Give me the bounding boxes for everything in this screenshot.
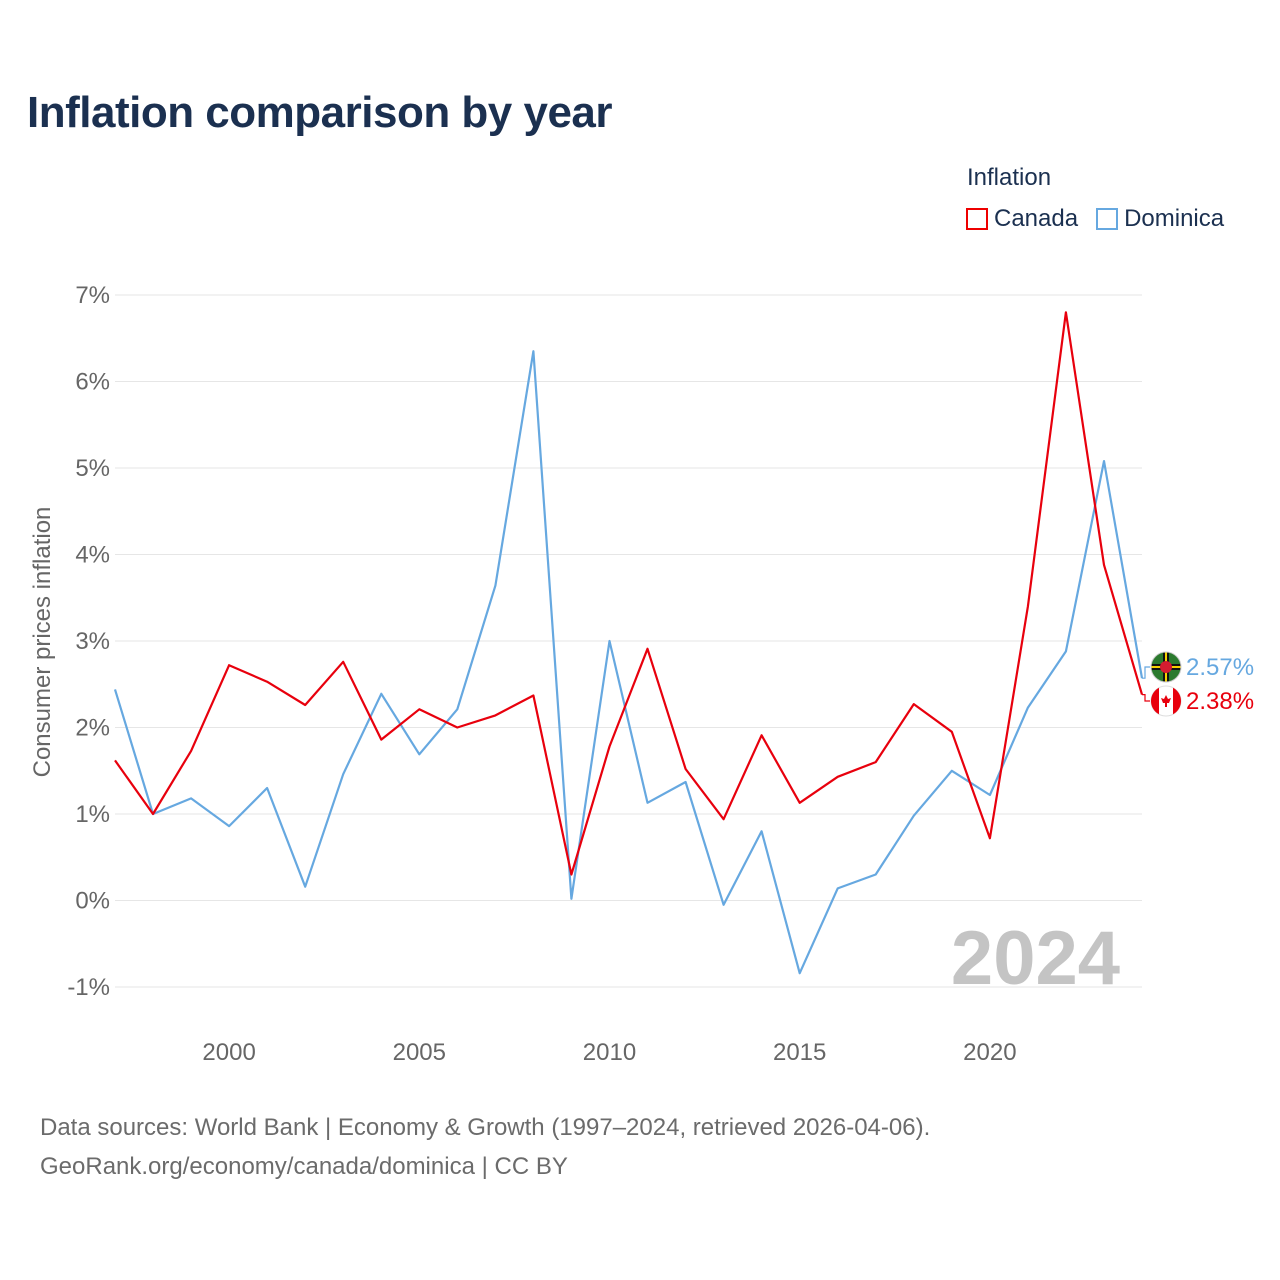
y-tick-label: 2% bbox=[75, 715, 110, 742]
legend-item-dominica[interactable]: Dominica bbox=[1096, 205, 1224, 233]
y-tick-label: 5% bbox=[75, 455, 110, 482]
series-lines bbox=[113, 311, 1144, 975]
end-connector-dominica bbox=[1142, 666, 1150, 679]
y-tick-label: 6% bbox=[75, 369, 110, 396]
y-tick-labels: -1% 0% 1% 2% 3% 4% 5% 6% 7% bbox=[67, 282, 110, 1001]
x-tick-label: 2015 bbox=[773, 1039, 826, 1066]
x-tick-label: 2010 bbox=[583, 1039, 636, 1066]
end-label-dominica: 2.57% bbox=[1186, 654, 1254, 681]
source-line-1: Data sources: World Bank | Economy & Gro… bbox=[40, 1114, 931, 1141]
x-tick-labels: 2000 2005 2010 2015 2020 bbox=[202, 1039, 1016, 1066]
y-tick-label: 3% bbox=[75, 628, 110, 655]
y-axis-label: Consumer prices inflation bbox=[29, 507, 56, 778]
legend-swatch-dominica bbox=[1096, 208, 1119, 230]
legend-label-dominica: Dominica bbox=[1124, 205, 1225, 232]
source-line-2[interactable]: GeoRank.org/economy/canada/dominica | CC… bbox=[40, 1153, 568, 1180]
end-label-canada: 2.38% bbox=[1186, 688, 1254, 715]
end-labels: 2.38% 2.57% bbox=[1142, 651, 1254, 717]
line-chart: -1% 0% 1% 2% 3% 4% 5% 6% 7% 2000 2005 2010 2015 2020… bbox=[29, 282, 1254, 1066]
legend-item-canada[interactable]: Canada bbox=[966, 205, 1078, 233]
series-line-dominica[interactable] bbox=[113, 350, 1144, 975]
y-tick-label: -1% bbox=[67, 974, 110, 1001]
x-tick-label: 2000 bbox=[202, 1039, 255, 1066]
end-connector-canada bbox=[1142, 694, 1150, 702]
chart-title: Inflation comparison by year bbox=[27, 88, 613, 137]
grid-lines bbox=[115, 294, 1142, 988]
canada-flag-icon bbox=[1150, 685, 1182, 717]
source-note: Data sources: World Bank | Economy & Gro… bbox=[40, 1108, 930, 1186]
series-line-canada[interactable] bbox=[114, 311, 1144, 876]
x-tick-label: 2020 bbox=[963, 1039, 1016, 1066]
legend-label-canada: Canada bbox=[994, 205, 1079, 232]
y-tick-label: 0% bbox=[75, 888, 110, 915]
dominica-flag-icon bbox=[1150, 651, 1182, 683]
y-tick-label: 1% bbox=[75, 801, 110, 828]
y-tick-label: 7% bbox=[75, 282, 110, 309]
watermark-year: 2024 bbox=[951, 916, 1120, 1001]
legend-title: Inflation bbox=[967, 164, 1052, 191]
legend: Canada Dominica bbox=[966, 205, 1224, 233]
y-tick-label: 4% bbox=[75, 542, 110, 569]
legend-swatch-canada bbox=[966, 208, 988, 230]
x-tick-label: 2005 bbox=[393, 1039, 446, 1066]
